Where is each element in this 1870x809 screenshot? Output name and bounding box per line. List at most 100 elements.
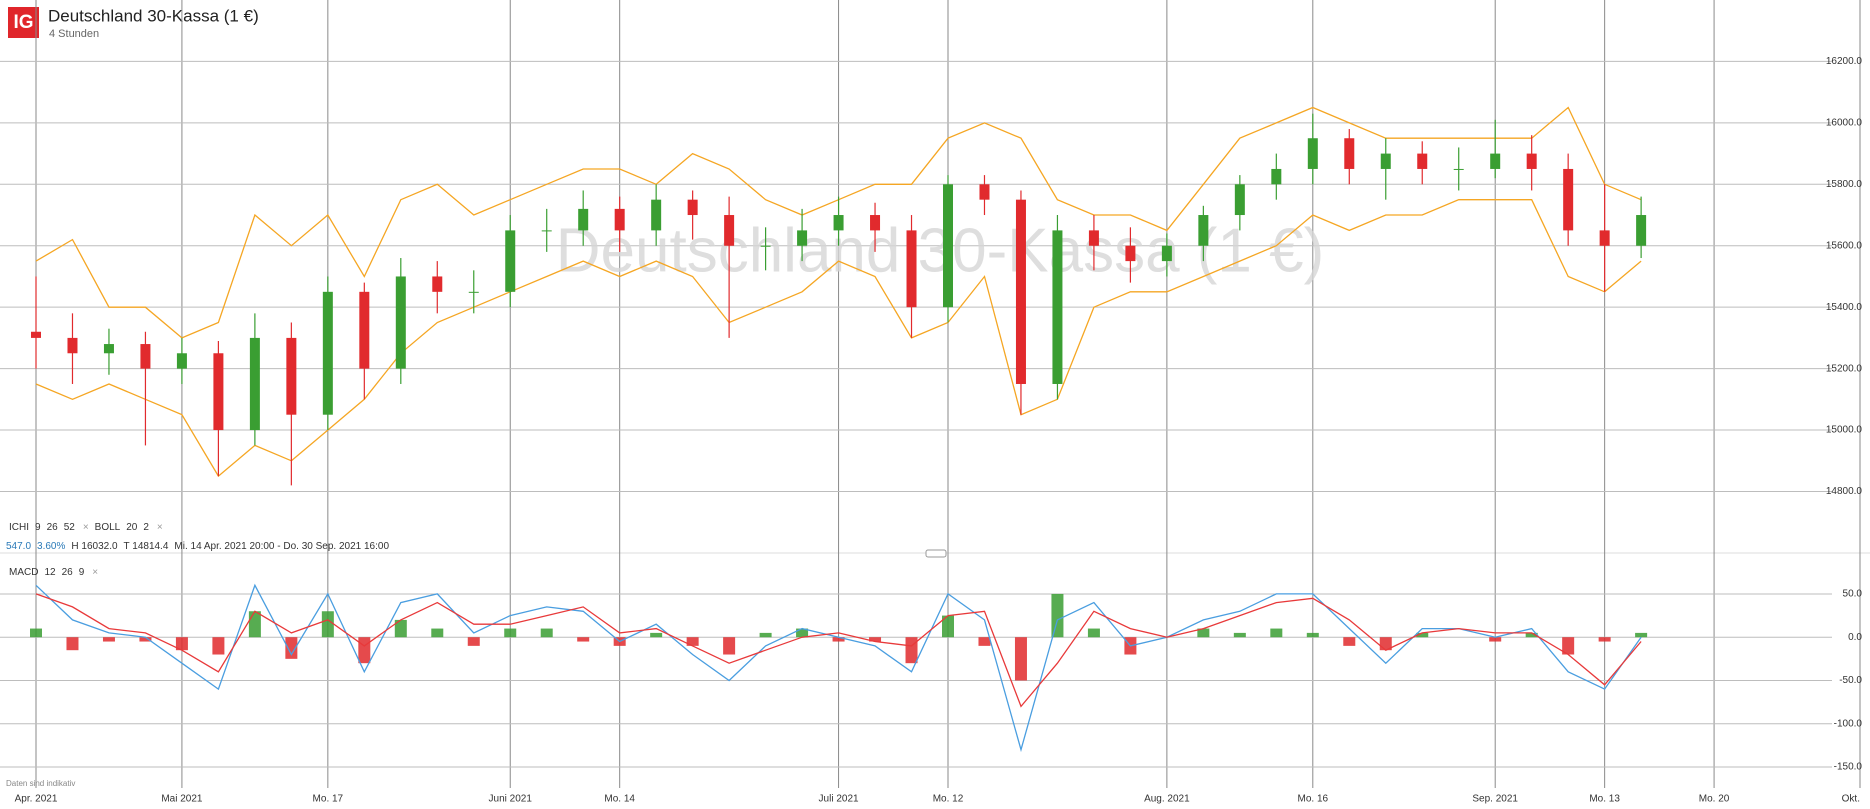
legend-item: 26 (62, 567, 74, 578)
candle-body (1198, 215, 1209, 246)
resize-handle[interactable] (925, 549, 947, 558)
legend-item: 9 (79, 567, 85, 578)
macd-histogram-bar (1197, 628, 1210, 638)
candle-body (67, 337, 78, 354)
macd-line (35, 583, 1642, 753)
logo: IG (13, 12, 33, 33)
legend-item: 20 (126, 522, 138, 533)
remove-icon[interactable]: × (83, 522, 89, 533)
candle-body (1380, 153, 1391, 169)
candle-body (249, 337, 260, 431)
y-tick-label: -100.0 (1834, 718, 1863, 729)
candle-body (1526, 153, 1537, 169)
logo-box (8, 7, 39, 38)
candle-body (943, 184, 953, 308)
y-tick-label: 50.0 (1843, 589, 1863, 600)
candle-body (979, 184, 990, 200)
candle-body (1052, 230, 1063, 384)
macd-histogram-bar (1306, 632, 1319, 638)
macd-histogram-bar (504, 628, 517, 638)
legend-item: 9 (35, 522, 41, 533)
legend-item: MACD (9, 567, 38, 578)
candle-body (468, 291, 479, 293)
candle-body (1088, 230, 1099, 246)
candle-body (140, 344, 151, 369)
macd-histogram-bar (832, 637, 845, 642)
macd-histogram-bar (1598, 637, 1611, 642)
remove-icon[interactable]: × (157, 522, 163, 533)
x-tick-label: Okt. (1842, 794, 1860, 805)
x-tick-label: Mai 2021 (161, 794, 203, 805)
candle-body (1161, 245, 1172, 262)
macd-histogram-bar (1343, 637, 1356, 646)
candle-body (213, 353, 224, 431)
macd-histogram-bar (66, 637, 79, 651)
legend-item: ICHI (9, 522, 29, 533)
legend-item: 2 (143, 522, 149, 533)
y-tick-label: 0.0 (1848, 632, 1862, 643)
macd-histogram-bar (723, 637, 736, 655)
remove-icon[interactable]: × (92, 567, 98, 578)
candle-body (760, 245, 771, 247)
candle-body (1417, 153, 1428, 169)
x-tick-label: Mo. 13 (1589, 794, 1620, 805)
macd-histogram-bar (1489, 637, 1502, 642)
candle-body (1490, 153, 1501, 169)
macd-histogram-bar (467, 637, 480, 646)
macd-histogram-bar (358, 637, 371, 664)
legend-item: 52 (64, 522, 76, 533)
candle-body (870, 215, 881, 231)
y-tick-label: 14800.0 (1826, 486, 1863, 497)
macd-histogram-bar (1014, 637, 1027, 681)
macd-histogram-bar (30, 628, 42, 638)
legend-item: BOLL (95, 522, 121, 533)
candle-body (724, 215, 735, 246)
y-tick-label: 16200.0 (1826, 56, 1863, 67)
candle-body (395, 276, 406, 369)
macd-histogram-bar (321, 611, 334, 638)
candle-body (1125, 245, 1136, 262)
candle-body (505, 230, 516, 292)
candle-body (833, 215, 844, 231)
candle-body (541, 230, 552, 232)
y-tick-label: -50.0 (1839, 675, 1862, 686)
candle-body (1636, 215, 1647, 246)
legend-item: 12 (44, 567, 56, 578)
macd-histogram-bar (905, 637, 918, 664)
candle-body (1563, 168, 1574, 231)
candle-body (614, 208, 625, 231)
macd-histogram-bar (796, 628, 809, 638)
macd-histogram-bar (248, 611, 261, 638)
x-tick-label: Mo. 20 (1699, 794, 1730, 805)
macd-histogram-bar (759, 632, 772, 638)
y-tick-label: 15800.0 (1826, 179, 1863, 190)
x-tick-label: Mo. 12 (933, 794, 964, 805)
macd-histogram-bar (1525, 632, 1538, 638)
y-tick-label: 15600.0 (1826, 240, 1863, 251)
candle-body (176, 353, 187, 369)
price-info: 547.0 3.60% H 16032.0 T 14814.4 Mi. 14 Apr. … (6, 541, 389, 552)
candle-body (578, 208, 589, 231)
macd-histogram-bar (431, 628, 444, 638)
info-item: T 14814.4 (124, 541, 169, 552)
x-tick-label: Mo. 14 (604, 794, 635, 805)
candle-body (1599, 230, 1610, 246)
info-item: H 16032.0 (71, 541, 118, 552)
macd-histogram-bar (540, 628, 553, 638)
candle-body (432, 276, 443, 292)
macd-histogram-bar (869, 637, 882, 642)
candle-body (687, 199, 698, 216)
candle-body (651, 199, 662, 231)
macd-histogram-bar (650, 632, 663, 638)
candle-body (322, 291, 333, 415)
macd-histogram-bar (686, 637, 699, 646)
macd-histogram-bar (942, 615, 954, 638)
indicator-legend: MACD 12 26 9 × (9, 567, 98, 578)
footnote: Daten sind indikativ (6, 779, 75, 788)
info-item: Mi. 14 Apr. 2021 20:00 - Do. 30 Sep. 202… (174, 541, 389, 552)
macd-histogram-bar (1416, 632, 1429, 638)
info-item: 547.0 (6, 541, 31, 552)
macd-histogram-bar (1051, 593, 1064, 638)
candle-body (286, 337, 297, 415)
